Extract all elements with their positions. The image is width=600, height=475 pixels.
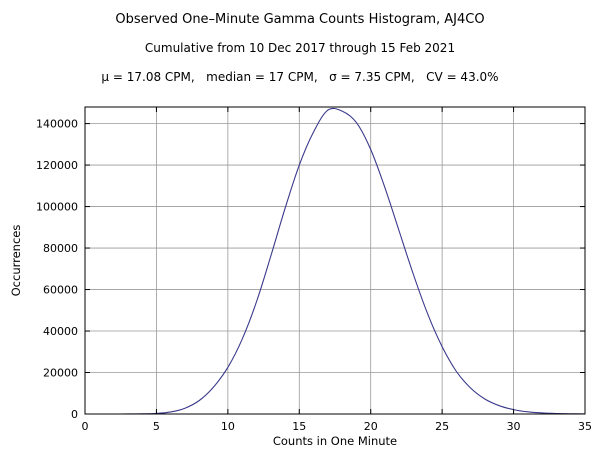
plot-frame	[84, 106, 586, 415]
x-tick-label: 5	[153, 420, 160, 433]
y-tick-label: 120000	[36, 159, 78, 172]
y-tick-label: 140000	[36, 118, 78, 131]
x-tick-label: 25	[435, 420, 449, 433]
y-tick-label: 60000	[43, 284, 78, 297]
x-tick-label: 30	[507, 420, 521, 433]
x-tick-label: 35	[578, 420, 592, 433]
x-axis-label: Counts in One Minute	[273, 434, 397, 448]
histogram-curve	[84, 107, 586, 415]
chart-subtitle: Cumulative from 10 Dec 2017 through 15 F…	[144, 41, 456, 55]
x-tick-label: 20	[364, 420, 378, 433]
x-tick-label: 10	[221, 420, 235, 433]
y-tick-label: 20000	[43, 367, 78, 380]
y-tick-label: 80000	[43, 242, 78, 255]
chart-title: Observed One–Minute Gamma Counts Histogr…	[115, 12, 485, 27]
x-tick-label: 0	[82, 420, 89, 433]
y-tick-label: 0	[71, 408, 78, 421]
chart-stats-line: μ = 17.08 CPM, median = 17 CPM, σ = 7.35…	[101, 70, 499, 84]
y-axis-label: Occurrences	[9, 225, 23, 297]
y-tick-label: 100000	[36, 201, 78, 214]
x-tick-label: 15	[292, 420, 306, 433]
y-tick-label: 40000	[43, 325, 78, 338]
